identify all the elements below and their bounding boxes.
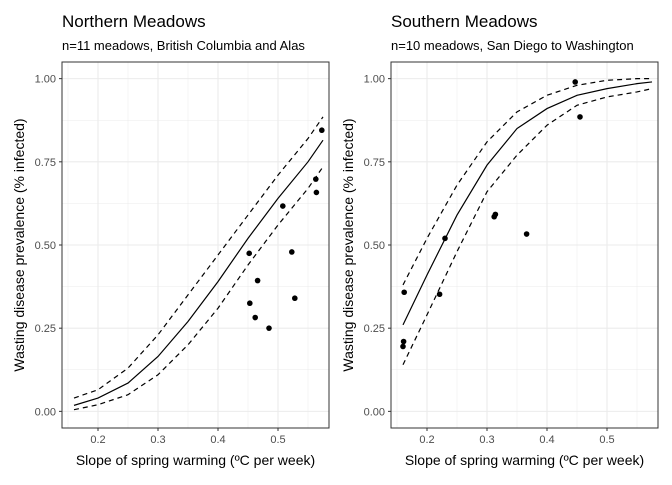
x-tick-label: 0.2 bbox=[419, 434, 434, 446]
data-point bbox=[246, 250, 252, 257]
chart-title: Southern Meadows bbox=[391, 12, 537, 31]
ci-lower-line bbox=[73, 166, 324, 411]
fit-line bbox=[402, 81, 653, 326]
chart-subtitle: n=11 meadows, British Columbia and Alas bbox=[62, 38, 305, 53]
data-point bbox=[254, 277, 261, 284]
y-tick-label: 0.25 bbox=[364, 323, 385, 335]
x-tick-label: 0.3 bbox=[150, 434, 165, 446]
data-point bbox=[572, 79, 578, 85]
y-axis-label: Wasting disease prevalence (% infected) bbox=[340, 118, 356, 371]
data-point bbox=[492, 211, 499, 218]
chart-subtitle: n=10 meadows, San Diego to Washington bbox=[391, 38, 634, 53]
ci-upper-line bbox=[73, 116, 324, 399]
data-point bbox=[401, 289, 408, 296]
data-point bbox=[247, 300, 253, 307]
data-point bbox=[319, 127, 325, 134]
data-point bbox=[266, 325, 272, 331]
y-tick-label: 0.00 bbox=[35, 406, 56, 418]
data-point bbox=[400, 338, 407, 345]
y-tick-label: 0.00 bbox=[364, 406, 385, 418]
data-point bbox=[400, 343, 406, 350]
y-tick-label: 0.25 bbox=[35, 323, 56, 335]
y-tick-label: 1.00 bbox=[35, 74, 56, 86]
x-tick-label: 0.3 bbox=[479, 434, 494, 446]
x-tick-label: 0.4 bbox=[210, 434, 225, 446]
data-point bbox=[313, 189, 320, 196]
ci-upper-line bbox=[402, 78, 652, 286]
y-tick-label: 0.75 bbox=[364, 157, 385, 169]
y-tick-label: 0.50 bbox=[364, 240, 385, 252]
data-point bbox=[523, 231, 530, 237]
data-point bbox=[442, 235, 448, 242]
x-tick-label: 0.5 bbox=[270, 434, 285, 446]
x-axis-label: Slope of spring warming (ºC per week) bbox=[405, 452, 644, 468]
data-point bbox=[313, 176, 319, 182]
y-tick-label: 0.50 bbox=[35, 240, 56, 252]
x-tick-label: 0.4 bbox=[539, 434, 554, 446]
y-tick-label: 1.00 bbox=[364, 74, 385, 86]
x-tick-label: 0.5 bbox=[599, 434, 614, 446]
fit-line bbox=[73, 139, 324, 406]
panel-2: 0.2 0.3 0.4 0.5 0.00 0.25 0.50 0.75 1.00 Southern… bbox=[340, 12, 659, 468]
chart-title: Northern Meadows bbox=[62, 12, 206, 31]
data-point bbox=[280, 203, 286, 209]
y-axis-label: Wasting disease prevalence (% infected) bbox=[11, 118, 27, 371]
x-axis-label: Slope of spring warming (ºC per week) bbox=[76, 452, 315, 468]
data-point bbox=[292, 295, 298, 302]
data-point bbox=[289, 249, 295, 255]
x-tick-label: 0.2 bbox=[90, 434, 105, 446]
data-point bbox=[252, 314, 258, 321]
data-point bbox=[436, 291, 443, 298]
ci-lower-line bbox=[402, 88, 653, 366]
y-tick-label: 0.75 bbox=[35, 157, 56, 169]
data-point bbox=[577, 114, 583, 120]
panel-1: 0.2 0.3 0.4 0.5 0.00 0.25 0.50 0.75 1.00 Northern… bbox=[11, 12, 330, 468]
